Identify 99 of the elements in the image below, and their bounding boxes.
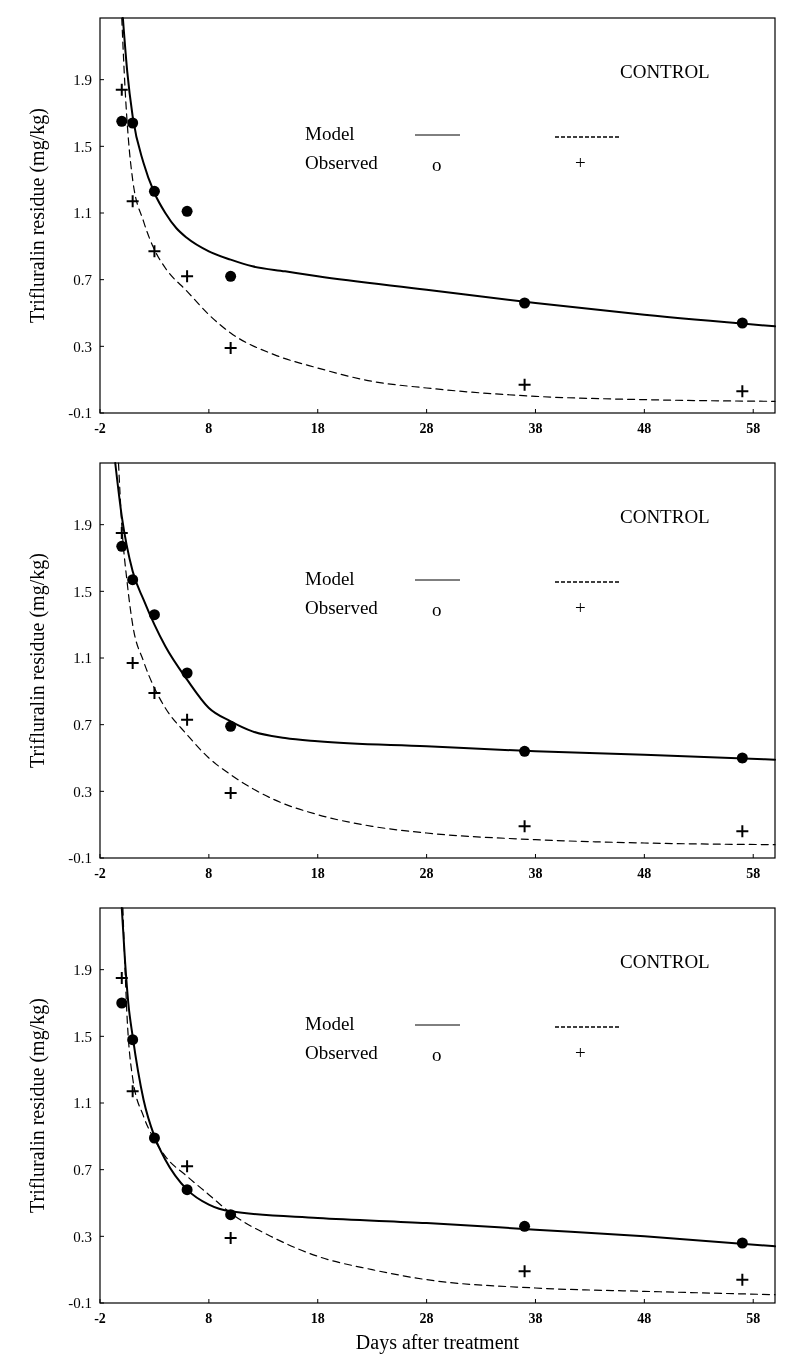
point — [517, 819, 532, 834]
x-tick-label: -2 — [94, 866, 106, 881]
x-tick-label: -2 — [94, 421, 106, 436]
point — [147, 686, 162, 700]
x-tick-label: 48 — [637, 1311, 652, 1326]
point — [148, 609, 160, 621]
y-tick-label: 1.1 — [73, 1095, 92, 1112]
point — [116, 540, 128, 552]
point — [147, 244, 162, 259]
point — [223, 1231, 238, 1245]
x-tick-label: 58 — [746, 421, 761, 436]
annotation: + — [575, 152, 586, 173]
y-tick-label: 0.3 — [73, 1228, 92, 1245]
x-tick-label: 28 — [419, 1311, 434, 1326]
point — [736, 317, 748, 329]
point — [225, 1209, 237, 1221]
y-axis-title: Trifluralin residue (mg/kg) — [26, 998, 49, 1213]
point — [223, 341, 238, 355]
y-tick-label: 1.9 — [73, 961, 92, 978]
point — [736, 752, 748, 764]
x-tick-label: 18 — [310, 1311, 325, 1326]
x-tick-label: 8 — [205, 866, 213, 881]
point — [127, 117, 139, 129]
point — [225, 270, 237, 282]
annotation: CONTROL — [620, 506, 710, 527]
x-tick-label: 38 — [528, 1311, 543, 1326]
y-tick-label: 1.5 — [73, 138, 92, 155]
x-tick-label: 18 — [310, 866, 325, 881]
point — [181, 205, 193, 217]
x-tick-label: 48 — [637, 866, 652, 881]
y-tick-label: 1.5 — [73, 1028, 92, 1045]
annotation: o — [432, 154, 442, 175]
x-tick-label: -2 — [94, 1311, 106, 1326]
point — [127, 1034, 139, 1046]
point — [736, 1237, 748, 1249]
point — [225, 720, 237, 732]
point — [114, 82, 129, 97]
x-tick-label: 48 — [637, 421, 652, 436]
y-tick-label: 1.9 — [73, 71, 92, 88]
y-tick-label: 1.1 — [73, 205, 92, 222]
x-tick-label: 58 — [746, 866, 761, 881]
point — [223, 786, 238, 800]
x-tick-label: 28 — [419, 421, 434, 436]
x-tick-label: 18 — [310, 421, 325, 436]
annotation: Observed — [305, 597, 379, 618]
y-tick-label: -0.1 — [68, 405, 92, 422]
x-tick-label: 28 — [419, 866, 434, 881]
point — [517, 1264, 532, 1279]
y-tick-label: 1.5 — [73, 583, 92, 600]
annotation: + — [575, 597, 586, 618]
annotation: Observed — [305, 152, 379, 173]
annotation: Observed — [305, 1042, 379, 1063]
y-tick-label: 1.1 — [73, 650, 92, 667]
y-tick-label: 0.3 — [73, 783, 92, 800]
y-tick-label: -0.1 — [68, 850, 92, 867]
annotation: Model — [305, 568, 355, 589]
y-tick-label: 0.7 — [73, 1161, 93, 1178]
point — [180, 269, 195, 284]
y-tick-label: 0.3 — [73, 338, 92, 355]
point — [125, 1084, 140, 1099]
point — [517, 377, 532, 392]
point — [180, 1159, 195, 1174]
y-tick-label: -0.1 — [68, 1295, 92, 1312]
x-tick-label: 58 — [746, 1311, 761, 1326]
point — [735, 384, 750, 399]
y-tick-label: 0.7 — [73, 716, 93, 733]
y-axis-title: Trifluralin residue (mg/kg) — [26, 553, 49, 768]
y-tick-label: 1.9 — [73, 516, 92, 533]
point — [148, 1132, 160, 1144]
x-tick-label: 38 — [528, 866, 543, 881]
x-tick-label: 8 — [205, 1311, 213, 1326]
point — [519, 1220, 531, 1232]
point — [125, 656, 140, 670]
point — [735, 1272, 750, 1287]
point — [114, 971, 129, 985]
y-axis-title: Trifluralin residue (mg/kg) — [26, 108, 49, 323]
annotation: Model — [305, 123, 355, 144]
point — [181, 1184, 193, 1196]
x-tick-label: 38 — [528, 421, 543, 436]
annotation: o — [432, 1044, 442, 1065]
point — [519, 297, 531, 309]
x-tick-label: 8 — [205, 421, 213, 436]
point — [519, 745, 531, 757]
point — [180, 712, 195, 727]
annotation: CONTROL — [620, 61, 710, 82]
y-tick-label: 0.7 — [73, 271, 93, 288]
x-axis-title: Days after treatment — [355, 1331, 520, 1354]
point — [114, 526, 129, 540]
annotation: + — [575, 1042, 586, 1063]
annotation: Model — [305, 1013, 355, 1034]
point — [148, 185, 160, 197]
point — [116, 115, 128, 127]
point — [735, 824, 750, 839]
point — [127, 574, 139, 586]
point — [125, 194, 140, 209]
point — [181, 667, 193, 679]
annotation: CONTROL — [620, 951, 710, 972]
point — [116, 997, 128, 1009]
annotation: o — [432, 599, 442, 620]
